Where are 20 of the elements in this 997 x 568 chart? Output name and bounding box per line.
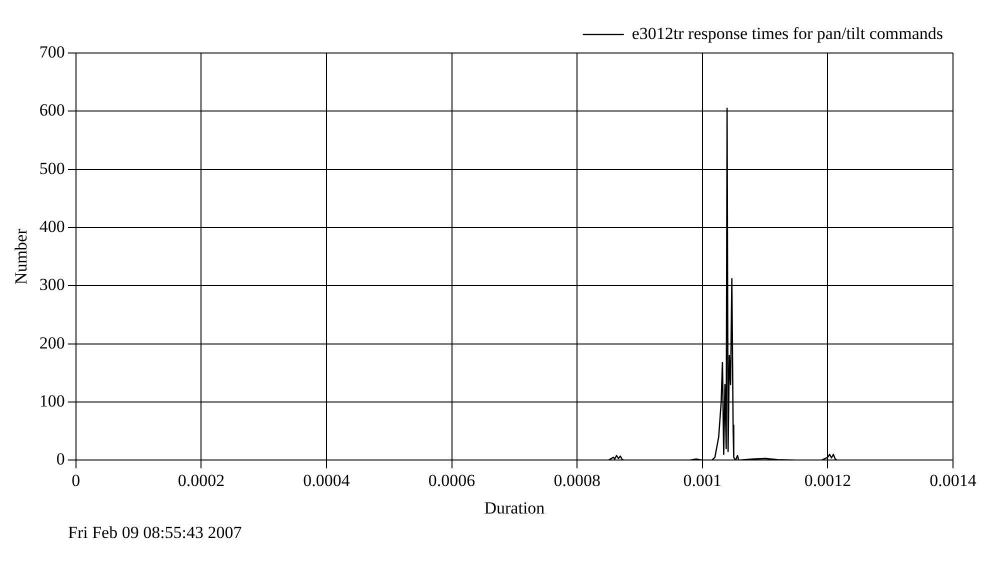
x-tick-label: 0 bbox=[72, 470, 80, 490]
y-tick-label: 700 bbox=[39, 42, 65, 62]
y-tick-label: 200 bbox=[39, 333, 65, 352]
y-tick-label: 300 bbox=[39, 275, 65, 294]
x-tick-label: 0.0012 bbox=[804, 470, 852, 490]
y-tick-label: 400 bbox=[39, 216, 65, 236]
y-axis-title: Number bbox=[12, 228, 31, 284]
x-tick-label: 0.0014 bbox=[930, 470, 977, 490]
x-tick-label: 0.0006 bbox=[428, 470, 476, 490]
x-tick-label: 0.001 bbox=[683, 470, 722, 490]
y-tick-label: 100 bbox=[39, 391, 65, 410]
x-tick-label: 0.0008 bbox=[554, 470, 600, 490]
x-axis-title: Duration bbox=[484, 498, 546, 518]
y-tick-label: 600 bbox=[39, 100, 65, 120]
legend-label: e3012tr response times for pan/tilt commands bbox=[632, 24, 944, 43]
text: Fri Feb 09 08:55:43 2007 bbox=[68, 523, 243, 543]
y-tick-label: 0 bbox=[56, 450, 65, 469]
y-tick-label: 500 bbox=[39, 158, 65, 178]
x-tick-label: 0.0002 bbox=[178, 470, 225, 490]
x-tick-label: 0.0004 bbox=[303, 470, 350, 490]
